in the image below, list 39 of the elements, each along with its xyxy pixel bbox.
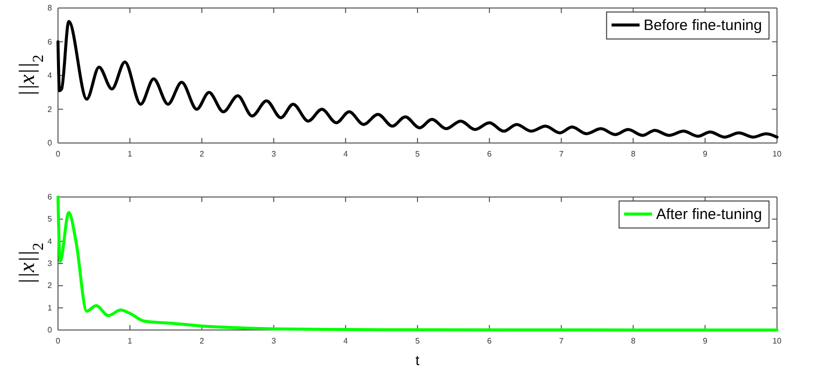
x-tick-label: 4 [343, 336, 348, 346]
x-axis-title: t [416, 352, 420, 368]
y-tick-label: 8 [48, 4, 53, 13]
x-tick-label: 4 [343, 150, 348, 159]
y-tick-label: 4 [48, 236, 53, 246]
y-tick-label: 3 [48, 259, 53, 268]
x-tick-label: 0 [56, 336, 61, 346]
y-tick-label: 5 [48, 214, 53, 224]
y-tick-label: 6 [48, 37, 53, 46]
y-tick-label: 4 [48, 71, 53, 80]
line-series [56, 196, 778, 332]
legend-label: Before fine-tuning [644, 17, 762, 34]
x-tick-label: 3 [271, 336, 276, 346]
y-tick-label: 0 [48, 326, 53, 335]
x-tick-label: 7 [559, 336, 564, 346]
x-tick-label: 9 [702, 336, 708, 346]
legend-label: After fine-tuning [656, 206, 762, 223]
y-tick-label: 1 [48, 303, 53, 312]
x-tick-label: 6 [487, 150, 492, 159]
y-tick-label: 6 [48, 192, 53, 202]
x-tick-label: 2 [200, 150, 205, 159]
x-tick-label: 3 [271, 150, 276, 159]
y-tick-label: 2 [48, 281, 53, 290]
y-tick-label: 2 [48, 104, 53, 114]
x-tick-label: 2 [200, 336, 205, 346]
x-tick-label: 1 [128, 336, 133, 346]
x-tick-label: 6 [487, 336, 492, 346]
y-tick-label: 0 [48, 138, 53, 148]
line-series [56, 20, 778, 139]
x-tick-label: 5 [415, 336, 420, 346]
x-tick-label: 5 [415, 150, 420, 159]
x-tick-label: 8 [630, 150, 636, 159]
x-tick-label: 9 [702, 150, 708, 159]
x-tick-label: 1 [128, 150, 133, 159]
x-tick-label: 10 [772, 336, 782, 346]
x-tick-label: 0 [56, 150, 61, 159]
x-tick-label: 8 [630, 336, 636, 346]
x-tick-label: 7 [559, 150, 564, 159]
x-tick-label: 10 [772, 150, 782, 159]
